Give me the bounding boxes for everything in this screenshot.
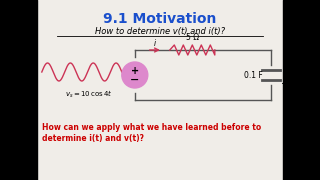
Text: −: − xyxy=(281,79,289,89)
Text: How can we apply what we have learned before to: How can we apply what we have learned be… xyxy=(42,123,261,132)
Text: 0.1 F: 0.1 F xyxy=(244,71,263,80)
Text: 5 Ω: 5 Ω xyxy=(186,33,199,42)
Text: 9.1 Motivation: 9.1 Motivation xyxy=(103,12,217,26)
Text: $v_s = 10\,\cos 4t$: $v_s = 10\,\cos 4t$ xyxy=(65,89,113,100)
Text: How to determine v(t) and i(t)?: How to determine v(t) and i(t)? xyxy=(95,27,225,36)
Circle shape xyxy=(122,62,148,88)
Text: +: + xyxy=(282,62,289,71)
Text: determine i(t) and v(t)?: determine i(t) and v(t)? xyxy=(42,134,144,143)
Text: −: − xyxy=(130,75,140,85)
Text: v: v xyxy=(283,71,288,80)
Text: +: + xyxy=(131,66,139,76)
Text: i: i xyxy=(154,39,156,48)
